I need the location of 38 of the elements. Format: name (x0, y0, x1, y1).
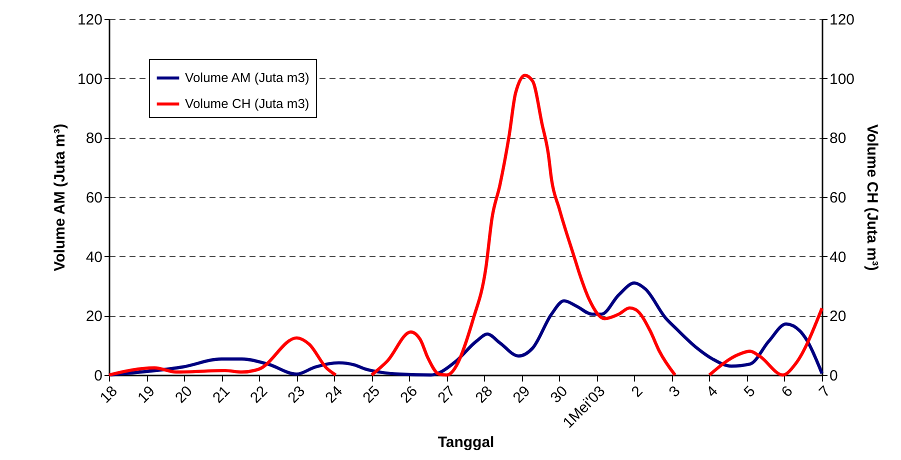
y-tick-label: 80 (86, 130, 102, 148)
y2-tick-label: 40 (830, 248, 846, 266)
y-tick-label: 60 (86, 190, 102, 206)
x-tick-label: 21 (210, 382, 234, 407)
x-tick-label: 20 (172, 382, 196, 407)
x-tick-label: 5 (740, 382, 759, 401)
y2-tick-label: 100 (830, 70, 855, 88)
x-tick-label: 2 (628, 382, 646, 401)
y2-tick-label: 120 (830, 12, 855, 28)
x-tick-label: 23 (284, 382, 308, 407)
x-tick-label: 19 (134, 382, 158, 407)
y-tick-label: 120 (77, 12, 102, 28)
y2-axis-title: Volume CH (Juta m³) (864, 124, 881, 271)
y2-tick-label: 60 (830, 190, 846, 206)
x-tick-label: 22 (247, 382, 271, 407)
y2-tick-label: 80 (830, 130, 846, 148)
x-tick-label: 28 (472, 382, 496, 407)
x-tick-label: 18 (96, 382, 121, 407)
legend-label: Volume AM (Juta m3) (185, 70, 310, 85)
y-tick-label: 40 (86, 248, 102, 266)
x-axis-title: Tanggal (438, 434, 494, 451)
x-tick-label: 26 (397, 382, 422, 407)
x-tick-label: 4 (703, 382, 722, 401)
x-tick-label: 7 (816, 382, 834, 401)
x-tick-label: 24 (322, 382, 346, 407)
y2-tick-label: 0 (830, 368, 838, 384)
y-tick-label: 0 (94, 368, 102, 384)
x-tick-label: 25 (360, 382, 384, 407)
x-tick-label: 27 (434, 382, 459, 407)
x-tick-label: 29 (510, 382, 534, 407)
x-tick-label: 3 (666, 382, 684, 401)
y-axis-title: Volume AM (Juta m³) (51, 124, 68, 272)
y-tick-label: 100 (77, 70, 102, 88)
y-tick-label: 20 (86, 308, 102, 326)
x-tick-label: 30 (547, 382, 572, 407)
y2-tick-label: 20 (830, 308, 846, 326)
legend-label: Volume CH (Juta m3) (185, 96, 310, 111)
x-tick-label: 6 (778, 382, 796, 401)
